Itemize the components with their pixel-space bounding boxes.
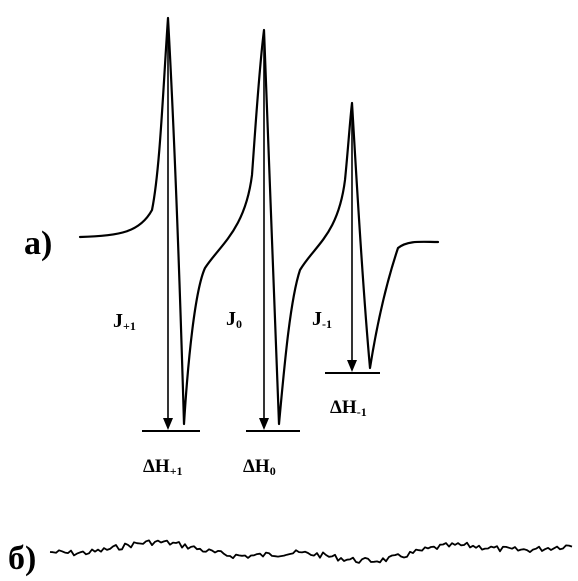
panel-b-label: б): [8, 540, 36, 577]
panel-a-label: a): [24, 225, 52, 262]
label-j-minus1: J-1: [312, 308, 332, 331]
arrowhead-j-plus1: [163, 418, 173, 430]
arrowhead-j0: [259, 418, 269, 430]
label-dh0: ΔH0: [243, 456, 276, 478]
noise-trace-b: [49, 539, 573, 564]
arrowhead-j-minus1: [347, 360, 357, 372]
label-dh-plus1: ΔH+1: [143, 456, 183, 478]
label-dh-minus1: ΔH-1: [330, 397, 367, 419]
label-j-plus1: J+1: [113, 310, 136, 333]
spectrum-trace-a: [78, 16, 440, 426]
label-j0: J0: [226, 308, 242, 331]
